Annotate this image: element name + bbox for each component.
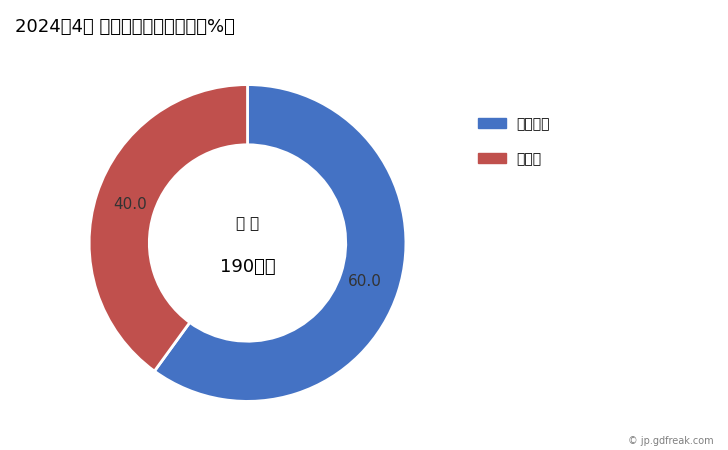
Text: © jp.gdfreak.com: © jp.gdfreak.com xyxy=(628,436,713,446)
Legend: ベトナム, スイス: ベトナム, スイス xyxy=(472,111,555,171)
Text: 60.0: 60.0 xyxy=(348,274,382,289)
Wedge shape xyxy=(89,85,248,371)
Text: 2024年4月 輸出相手国のシェア（%）: 2024年4月 輸出相手国のシェア（%） xyxy=(15,18,234,36)
Text: 40.0: 40.0 xyxy=(113,197,147,212)
Text: 総 額: 総 額 xyxy=(236,216,259,231)
Wedge shape xyxy=(154,85,406,401)
Text: 190万円: 190万円 xyxy=(220,258,275,276)
